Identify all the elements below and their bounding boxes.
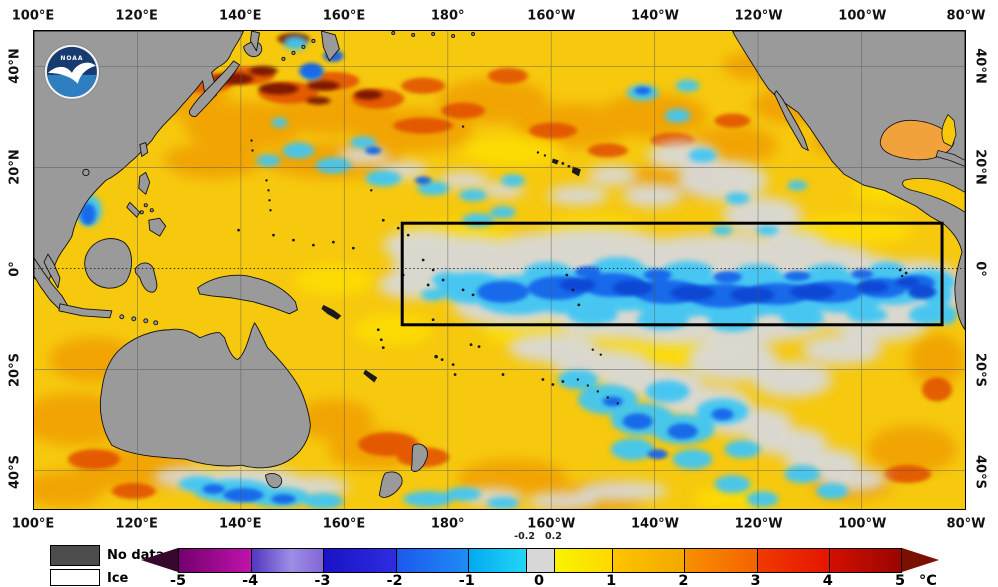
top-axis-label: 160°W xyxy=(527,8,576,24)
colorbar-segment xyxy=(323,549,396,572)
left-axis-label: 20°S xyxy=(7,353,23,387)
bottom-axis-label: 140°E xyxy=(219,516,262,532)
top-axis-label: 140°W xyxy=(631,8,679,24)
bottom-axis-label: 180° xyxy=(430,516,465,532)
colorbar-segment xyxy=(525,549,555,572)
no-data-swatch xyxy=(50,545,100,566)
bottom-axis-label: 140°W xyxy=(631,516,679,532)
colorbar-tick-label: -5 xyxy=(169,573,187,587)
colorbar-tick-label: 0 xyxy=(533,573,545,587)
colorbar-tick-label: -4 xyxy=(242,573,259,587)
colorbar-unit-label: °C xyxy=(919,573,937,587)
ice-swatch xyxy=(50,569,100,586)
colorbar-segment xyxy=(395,549,468,572)
top-axis-label: 160°E xyxy=(322,8,366,24)
right-axis-label: 40°N xyxy=(972,47,988,84)
colorbar-tick-label: 4 xyxy=(822,573,833,587)
ice-label: Ice xyxy=(107,571,129,586)
bottom-axis-label: 80°W xyxy=(946,516,986,532)
colorbar-segment xyxy=(554,549,613,572)
bottom-axis-label: 100°E xyxy=(11,516,55,532)
bottom-axis-label: 100°W xyxy=(838,516,887,532)
colorbar-segment xyxy=(467,549,526,572)
left-axis-label: 40°N xyxy=(7,47,23,84)
colorbar-tick-label: 2 xyxy=(678,573,689,587)
right-axis-label: 20°S xyxy=(972,353,988,387)
bottom-axis-label: 160°W xyxy=(527,516,576,532)
bottom-axis-label: 120°W xyxy=(734,516,783,532)
bottom-axis-label: 120°E xyxy=(115,516,158,532)
colorbar-tick-label: -1 xyxy=(458,573,475,587)
graticule xyxy=(34,31,965,509)
right-axis-label: 40°S xyxy=(972,454,988,489)
colorbar-threshold-label: -0.2 xyxy=(514,531,535,542)
colorbar-tick-label: -3 xyxy=(314,573,331,587)
top-axis-label: 180° xyxy=(430,8,465,24)
colorbar-threshold-label: 0.2 xyxy=(545,531,562,542)
right-axis-label: 0° xyxy=(972,260,988,277)
nino-region-box xyxy=(400,221,944,327)
colorbar-tick-label: -2 xyxy=(386,573,403,587)
coldest-anomaly-cores xyxy=(559,276,937,303)
colorbar xyxy=(178,548,902,573)
colorbar-segment xyxy=(179,549,252,572)
left-axis-label: 20°N xyxy=(7,149,23,185)
colorbar-segment xyxy=(612,549,685,572)
top-axis-label: 80°W xyxy=(946,8,986,24)
right-axis-label: 20°N xyxy=(972,149,988,185)
left-axis-label: 0° xyxy=(7,260,23,277)
left-axis-label: 40°S xyxy=(7,454,23,489)
colorbar-segment xyxy=(251,549,324,572)
colorbar-tick-label: 3 xyxy=(750,573,761,587)
colorbar-segment xyxy=(684,549,757,572)
colorbar-tick-label: 5 xyxy=(894,573,906,587)
bottom-axis-label: 160°E xyxy=(322,516,366,532)
gulf-caribbean-water xyxy=(879,114,965,213)
top-axis-label: 120°W xyxy=(734,8,783,24)
top-axis-label: 140°E xyxy=(219,8,262,24)
colorbar-right-arrow xyxy=(901,548,939,572)
map-canvas: NOAA xyxy=(34,31,965,509)
colorbar-segment xyxy=(756,549,829,572)
pacific-sst-anomaly-map: NOAA xyxy=(33,30,966,510)
colorbar-left-arrow xyxy=(141,548,178,572)
top-axis-label: 100°W xyxy=(838,8,887,24)
top-axis-label: 120°E xyxy=(115,8,158,24)
noaa-logo: NOAA xyxy=(44,44,100,100)
island-specks xyxy=(237,125,908,405)
colorbar-segment xyxy=(828,549,901,572)
colorbar-tick-label: 1 xyxy=(606,573,617,587)
noaa-logo-text: NOAA xyxy=(60,55,83,62)
top-axis-label: 100°E xyxy=(11,8,55,24)
